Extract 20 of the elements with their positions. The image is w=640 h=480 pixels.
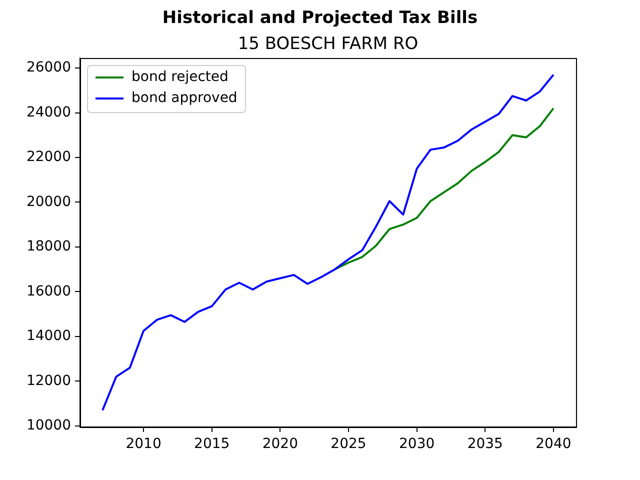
- legend-label: bond approved: [132, 90, 238, 106]
- x-tick-label: 2040: [536, 436, 572, 452]
- y-tick-label: 24000: [26, 104, 71, 120]
- y-tick-label: 22000: [26, 149, 71, 166]
- x-tick-label: 2010: [126, 436, 162, 452]
- legend-label: bond rejected: [132, 69, 228, 86]
- y-tick-label: 26000: [26, 60, 71, 76]
- y-tick-label: 10000: [26, 418, 71, 434]
- x-tick-label: 2035: [467, 436, 503, 452]
- y-tick-label: 20000: [26, 194, 71, 210]
- y-tick-label: 14000: [26, 328, 71, 344]
- y-tick-label: 12000: [26, 372, 71, 389]
- x-tick-label: 2020: [262, 436, 298, 452]
- x-tick-label: 2025: [330, 436, 366, 452]
- chart-title: Historical and Projected Tax Bills: [162, 8, 478, 28]
- x-tick-label: 2030: [398, 436, 435, 452]
- y-tick-label: 18000: [26, 238, 71, 255]
- x-tick-label: 2015: [194, 436, 230, 452]
- chart-subtitle: 15 BOESCH FARM RO: [238, 34, 418, 54]
- y-tick-label: 16000: [26, 283, 71, 300]
